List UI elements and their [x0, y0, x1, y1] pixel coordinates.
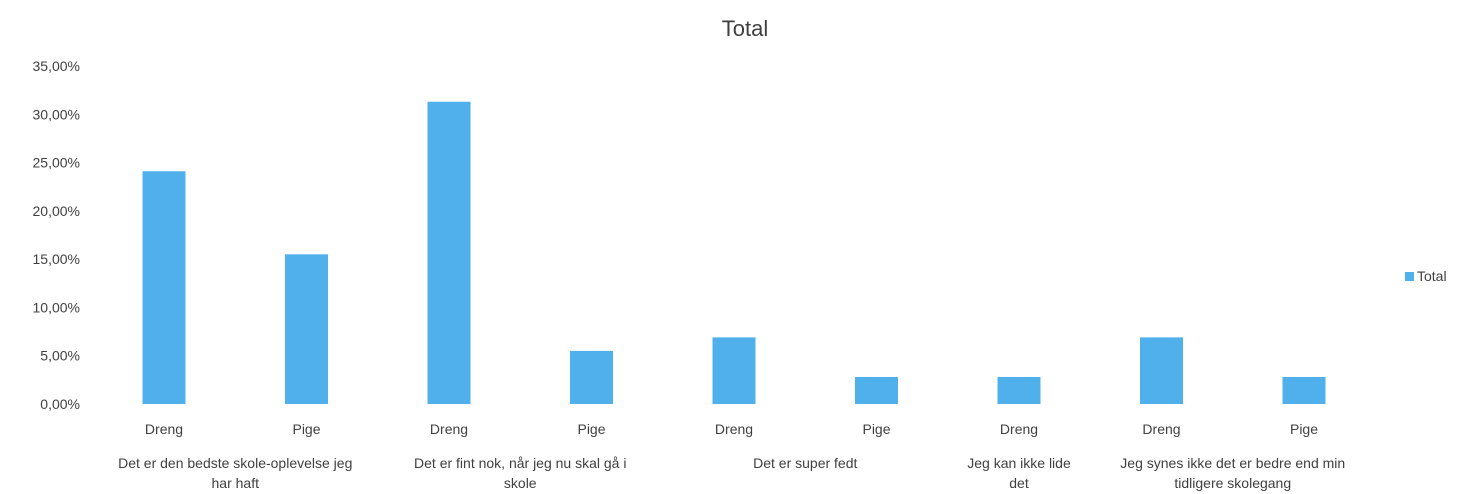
x-group-label: Det er super fedt: [753, 455, 857, 471]
bar: [285, 254, 328, 404]
y-tick-label: 10,00%: [33, 299, 80, 315]
bar: [997, 376, 1041, 404]
y-tick-label: 25,00%: [33, 155, 80, 171]
x-subcategory-label: Pige: [577, 421, 605, 437]
legend-swatch: [1405, 272, 1414, 281]
bar-series: [142, 101, 1326, 404]
x-group-label: det: [1009, 475, 1029, 491]
x-group-label: skole: [504, 475, 537, 491]
y-axis: 0,00% 5,00% 10,00% 15,00% 20,00% 25,00% 30,00%…: [33, 58, 80, 412]
x-subcategory-label: Dreng: [1142, 421, 1180, 437]
bar: [855, 376, 898, 404]
x-group-label: Jeg synes ikke det er bedre end min: [1120, 455, 1345, 471]
x-group-label: Jeg kan ikke lide: [967, 455, 1071, 471]
y-tick-label: 0,00%: [40, 396, 80, 412]
bar: [712, 337, 756, 404]
bar: [1140, 337, 1183, 404]
y-tick-label: 15,00%: [33, 251, 80, 267]
y-tick-label: 30,00%: [33, 106, 80, 122]
y-tick-label: 35,00%: [33, 58, 80, 74]
bar: [1282, 376, 1326, 404]
x-subcategory-label: Pige: [292, 421, 320, 437]
legend: Total: [1405, 268, 1447, 284]
x-group-label: Det er den bedste skole-oplevelse jeg: [118, 455, 352, 471]
x-group-label: har haft: [212, 475, 260, 491]
legend-label: Total: [1417, 268, 1447, 284]
x-subcategory-label: Dreng: [1000, 421, 1038, 437]
x-subcategory-label: Dreng: [145, 421, 183, 437]
x-subcategory-label: Pige: [1290, 421, 1318, 437]
x-axis: Dreng Pige Dreng Pige Dreng Pige Dreng Dreng Pig…: [118, 421, 1345, 491]
x-subcategory-label: Pige: [862, 421, 890, 437]
bar: [142, 171, 186, 404]
x-group-label: Det er fint nok, når jeg nu skal gå i: [414, 455, 626, 471]
x-subcategory-label: Dreng: [715, 421, 753, 437]
y-tick-label: 20,00%: [33, 203, 80, 219]
chart-title: Total: [722, 16, 768, 41]
y-tick-label: 5,00%: [40, 348, 80, 364]
x-subcategory-label: Dreng: [430, 421, 468, 437]
x-group-label: tidligere skolegang: [1174, 475, 1291, 491]
bar: [427, 101, 471, 404]
bar: [570, 350, 613, 404]
